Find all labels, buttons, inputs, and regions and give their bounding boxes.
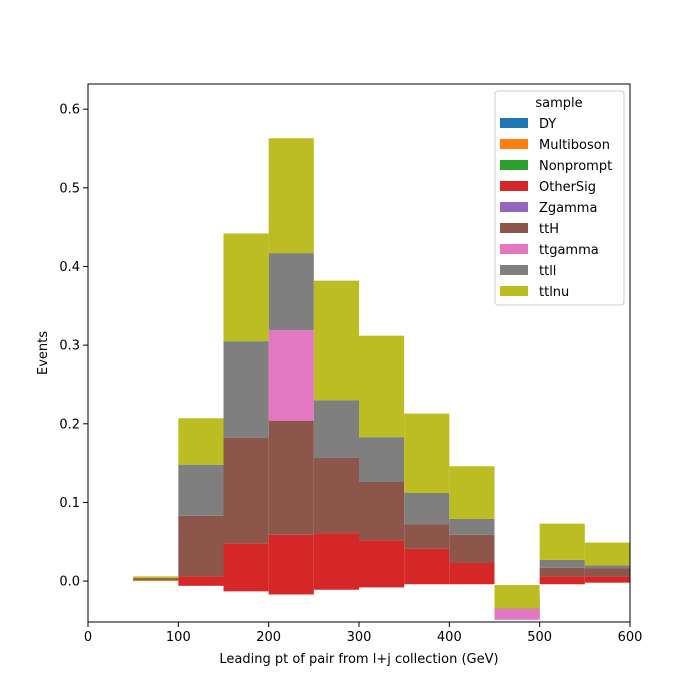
x-tick-label: 500: [527, 630, 552, 645]
bar-tth-bin-0: [133, 577, 179, 579]
bar-ttlnu-bin-4: [313, 280, 359, 401]
bar-ttlnu-bin-2: [223, 233, 269, 342]
x-axis: 0 100 200 300 400 500 600: [84, 622, 643, 645]
bar-nonprompt-bin-0: [133, 579, 179, 581]
y-tick-label: 0.5: [59, 181, 80, 196]
bar-ttll-bin-7: [449, 518, 495, 535]
bar-ttlnu-bin-9: [539, 523, 585, 560]
x-tick-label: 300: [347, 630, 372, 645]
y-tick-label: 0.3: [59, 339, 80, 354]
legend-label-tth: ttH: [539, 222, 559, 237]
legend-label-ttll: ttll: [539, 264, 556, 279]
legend-swatch-othersig: [500, 181, 528, 191]
bar-othersig-bin-6: [404, 548, 450, 585]
legend-swatch-nonprompt: [500, 160, 528, 170]
legend-label-nonprompt: Nonprompt: [539, 159, 612, 174]
legend-swatch-ttgamma: [500, 244, 528, 254]
bar-tth-bin-9: [539, 567, 585, 577]
y-tick-label: 0.2: [59, 417, 80, 432]
bar-ttlnu-bin-0: [133, 576, 179, 578]
bar-othersig-bin-1: [178, 576, 224, 586]
bar-tth-bin-10: [584, 568, 630, 577]
bar-othersig-bin-10: [584, 576, 630, 583]
legend-swatch-dy: [500, 118, 528, 128]
bar-ttll-bin-4: [313, 400, 359, 458]
legend-swatch-ttlnu: [500, 286, 528, 296]
legend-swatch-multiboson: [500, 139, 528, 149]
bar-tth-bin-7: [449, 534, 495, 564]
bar-othersig-bin-0: [133, 578, 179, 580]
x-tick-label: 600: [618, 630, 643, 645]
x-tick-label: 0: [84, 630, 92, 645]
bar-othersig-bin-4: [313, 533, 359, 590]
bar-ttll-bin-2: [223, 341, 269, 438]
bar-othersig-bin-9: [539, 576, 585, 585]
bar-othersig-bin-5: [359, 540, 405, 588]
x-tick-label: 200: [256, 630, 281, 645]
legend-label-othersig: OtherSig: [539, 180, 596, 195]
y-tick-label: 0.4: [59, 260, 80, 275]
legend-label-zgamma: Zgamma: [539, 201, 597, 216]
bar-ttll-bin-5: [359, 437, 405, 482]
bar-ttlnu-bin-3: [268, 138, 314, 254]
legend-title: sample: [535, 96, 582, 111]
y-tick-label: 0.6: [59, 103, 80, 118]
x-tick-label: 400: [437, 630, 462, 645]
legend-swatch-ttll: [500, 265, 528, 275]
bar-othersig-bin-2: [223, 543, 269, 592]
legend-items: DY Multiboson Nonprompt OtherSig Zgamma ttH tt…: [500, 117, 612, 300]
y-tick-label: 0.1: [59, 496, 80, 511]
bar-ttll-bin-9: [539, 559, 585, 568]
y-axis: 0.0 0.1 0.2 0.3 0.4 0.5 0.6: [59, 103, 88, 590]
x-axis-label: Leading pt of pair from l+j collection (…: [219, 652, 498, 667]
bar-ttlnu-bin-5: [359, 335, 405, 438]
bar-othersig-bin-7: [449, 563, 495, 585]
legend-label-ttgamma: ttgamma: [539, 243, 599, 258]
legend-swatch-zgamma: [500, 202, 528, 212]
legend-label-ttlnu: ttlnu: [539, 285, 569, 300]
bar-ttll-bin-3: [268, 253, 314, 331]
bar-multiboson-bin-0: [133, 580, 179, 582]
bar-ttlnu-bin-6: [404, 413, 450, 494]
bar-ttll-bin-6: [404, 493, 450, 525]
y-tick-label: 0.0: [59, 575, 80, 590]
bar-ttlnu-bin-1: [178, 418, 224, 465]
bar-ttll-bin-1: [178, 464, 224, 516]
bar-tth-bin-5: [359, 481, 405, 541]
bar-ttlnu-bin-10: [584, 542, 630, 566]
bar-tth-bin-3: [268, 420, 314, 535]
legend-swatch-tth: [500, 223, 528, 233]
legend: sample DY Multiboson Nonprompt OtherSig Zgam…: [494, 90, 625, 306]
bar-tth-bin-6: [404, 524, 450, 549]
bar-ttll-bin-10: [584, 565, 630, 569]
bar-ttgamma-bin-3: [268, 330, 314, 421]
y-axis-label: Events: [36, 331, 51, 375]
bars-layer: [133, 138, 630, 620]
bar-tth-bin-2: [223, 437, 269, 544]
bar-tth-bin-1: [178, 515, 224, 577]
legend-label-multiboson: Multiboson: [539, 138, 610, 153]
legend-label-dy: DY: [539, 117, 556, 132]
x-tick-label: 100: [166, 630, 191, 645]
bar-ttlnu-bin-8: [494, 585, 540, 609]
bar-ttlnu-bin-7: [449, 466, 495, 519]
bar-othersig-bin-3: [268, 534, 314, 595]
bar-tth-bin-4: [313, 457, 359, 534]
